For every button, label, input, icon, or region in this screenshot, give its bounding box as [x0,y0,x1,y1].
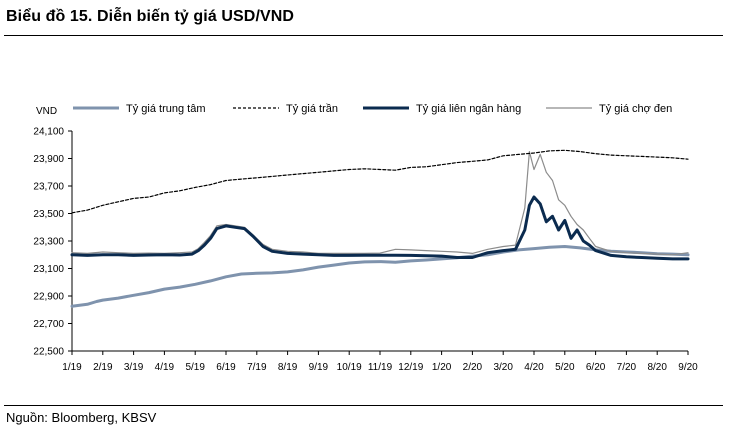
series-line-4 [71,151,689,256]
x-tick-label: 5/20 [555,362,575,373]
y-axis-label: VND [36,106,57,117]
x-tick-label: 1/20 [432,362,452,373]
x-tick-label: 4/19 [155,362,175,373]
y-tick-label: 22,700 [33,319,64,330]
series-line-1 [70,245,690,308]
y-tick-label: 23,500 [33,209,64,220]
y-tick-label: 22,500 [33,347,64,358]
x-tick-label: 8/19 [278,362,298,373]
x-tick-label: 2/20 [463,362,483,373]
chart-axes [68,130,689,355]
legend-label: Tỷ giá trần [286,103,338,115]
chart-series [70,149,690,308]
chart-title: Biểu đồ 15. Diễn biến tỷ giá USD/VND [6,8,295,25]
y-axis-tick-labels: 22,500 22,700 22,900 23,100 23,300 23,500 23,7… [33,127,64,358]
y-tick-label: 22,900 [33,292,64,303]
line-chart: 22,500 22,700 22,900 23,100 23,300 23,500 23,7… [33,103,698,373]
x-tick-label: 4/20 [524,362,544,373]
x-tick-label: 1/19 [62,362,82,373]
x-tick-label: 11/19 [368,362,393,373]
y-tick-label: 23,100 [33,264,64,275]
x-tick-label: 12/19 [398,362,423,373]
y-tick-label: 23,300 [33,237,64,248]
x-tick-label: 8/20 [647,362,667,373]
chart-legend: Tỷ giá trung tâm Tỷ giá trần Tỷ giá liên n… [73,103,672,115]
x-tick-label: 2/19 [93,362,113,373]
x-tick-label: 3/19 [124,362,144,373]
source-divider [4,405,723,406]
legend-label: Tỷ giá chợ đen [599,103,672,115]
series-line-2 [71,149,689,214]
x-tick-label: 6/20 [586,362,606,373]
x-tick-label: 9/20 [678,362,698,373]
x-tick-label: 7/19 [247,362,267,373]
title-divider [4,35,723,36]
x-tick-label: 7/20 [617,362,637,373]
legend-label: Tỷ giá liên ngân hàng [416,103,521,115]
x-tick-label: 10/19 [337,362,362,373]
x-tick-label: 6/19 [216,362,236,373]
x-tick-label: 9/19 [309,362,329,373]
y-tick-label: 24,100 [33,127,64,138]
source-note: Nguồn: Bloomberg, KBSV [6,410,157,425]
y-tick-label: 23,700 [33,182,64,193]
legend-label: Tỷ giá trung tâm [126,103,205,115]
x-tick-label: 3/20 [493,362,513,373]
series-line-3 [70,195,690,261]
y-tick-label: 23,900 [33,154,64,165]
x-tick-label: 5/19 [185,362,205,373]
x-axis-tick-labels: 1/19 2/19 3/19 4/19 5/19 6/19 7/19 8/19 9/19 10/1… [62,362,698,373]
